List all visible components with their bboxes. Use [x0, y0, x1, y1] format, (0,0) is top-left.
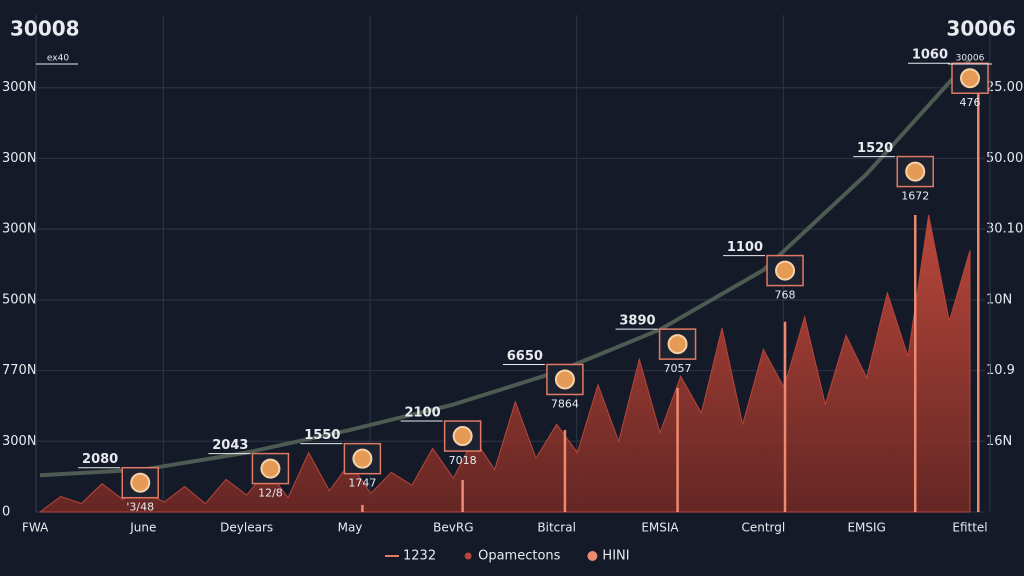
note-right: 30006: [956, 54, 985, 64]
callout-label: 2043: [212, 438, 248, 453]
title: 30008: [10, 17, 80, 41]
callout-sublabel: 7018: [449, 454, 477, 467]
callout-sublabel: 476: [960, 96, 981, 109]
title-right: 30006: [946, 17, 1016, 41]
callout-label: 3890: [619, 314, 655, 329]
callout-label: 1520: [857, 141, 893, 156]
area: [38, 214, 971, 513]
callout-icon: [960, 68, 980, 89]
callout-label: 2080: [82, 452, 118, 467]
callout-icon: [775, 260, 796, 281]
legend-swatch: [587, 551, 598, 561]
y-tick-label: 300N: [2, 151, 37, 166]
callout-sublabel: 1747: [348, 477, 376, 490]
plot: 2080 '3/48 2043 12/8 1550 1747 2100 7018 6650 786…: [38, 48, 989, 514]
y2-tick-label: 25.00: [986, 80, 1023, 95]
callout: 2100 7018: [400, 406, 482, 467]
callout-icon: [554, 369, 575, 390]
y-tick-label: 300N: [2, 222, 37, 237]
callout-sublabel: 12/8: [258, 487, 283, 500]
y2-tick-label: 16N: [986, 434, 1012, 449]
y-tick-label: 0: [2, 505, 10, 520]
y-tick-label: 300N: [2, 434, 37, 449]
callout: 1100 768: [723, 240, 804, 302]
callout: 1520 1672: [853, 141, 934, 203]
legend-swatch: [464, 552, 472, 560]
callout-sublabel: 7864: [551, 397, 579, 410]
callout: 2043 12/8: [208, 438, 290, 500]
callout: 1550 1747: [300, 428, 382, 490]
x-tick-label: Deylears: [220, 521, 273, 535]
x-tick-label: BevRG: [433, 521, 473, 535]
legend-label: Opamectons: [478, 549, 561, 564]
callout-label: 1060: [912, 48, 948, 63]
callout-sublabel: 7057: [664, 362, 692, 375]
x-tick-label: Centrgl: [741, 521, 785, 535]
y-tick-label: 770N: [2, 363, 37, 378]
y2-tick-label: 30.10: [986, 222, 1023, 237]
callout: 2080 '3/48: [78, 452, 159, 514]
callout-label: 2100: [404, 406, 440, 421]
line: [39, 58, 972, 478]
x-tick-label: EMSIA: [641, 521, 679, 535]
y2-tick-label: 10N: [986, 292, 1012, 307]
callout: 3890 7057: [615, 314, 697, 375]
legend: 1232 Opamectons HINI: [385, 549, 630, 564]
x-tick-label: FWA: [22, 521, 49, 535]
x-tick-label: Efittel: [952, 521, 987, 535]
y2-tick-label: 50.00: [986, 151, 1023, 166]
x-tick-label: May: [338, 521, 363, 535]
callout-label: 6650: [507, 349, 543, 364]
note-left: ex40: [47, 54, 69, 64]
callout-icon: [260, 458, 281, 479]
x-tick-label: Bitcral: [537, 521, 576, 535]
x-tick-label: June: [129, 521, 156, 535]
callout: 1060 476: [908, 48, 989, 109]
callout-label: 1100: [727, 240, 763, 255]
callout-icon: [352, 448, 373, 469]
callout-icon: [452, 426, 473, 447]
callout-sublabel: '3/48: [126, 501, 154, 514]
callout-icon: [905, 161, 926, 182]
callout-icon: [667, 334, 688, 355]
legend-label: 1232: [403, 549, 436, 564]
y2-tick-label: 10.9: [986, 363, 1015, 378]
callout-label: 1550: [304, 428, 340, 443]
callout-icon: [130, 472, 151, 493]
callout-sublabel: 1672: [901, 190, 929, 203]
legend-label: HINI: [602, 549, 629, 564]
x-tick-label: EMSIG: [847, 521, 885, 535]
callout: 6650 7864: [502, 349, 584, 410]
y-tick-label: 300N: [2, 80, 37, 95]
y-tick-label: 500N: [2, 292, 37, 307]
callout-sublabel: 768: [775, 289, 796, 302]
